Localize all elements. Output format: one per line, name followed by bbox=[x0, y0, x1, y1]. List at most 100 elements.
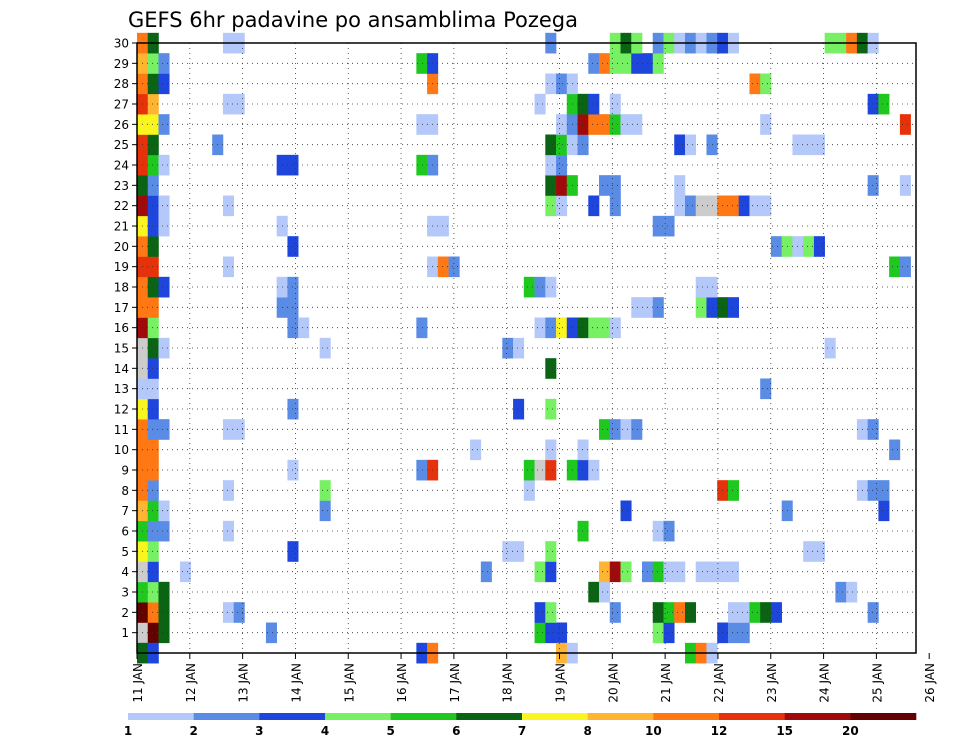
heatmap-cell bbox=[749, 195, 761, 217]
y-tick-label: 4 bbox=[121, 565, 129, 579]
heatmap-cell bbox=[588, 195, 600, 217]
colorbar-swatch bbox=[325, 713, 391, 720]
heatmap-cell bbox=[222, 93, 234, 115]
heatmap-cell bbox=[749, 602, 761, 623]
heatmap-cell bbox=[523, 276, 535, 298]
heatmap-cell bbox=[609, 561, 621, 583]
colorbar-swatch bbox=[719, 713, 785, 720]
heatmap-cell bbox=[803, 134, 815, 156]
heatmap-cell bbox=[674, 175, 686, 196]
y-tick-label: 27 bbox=[114, 98, 129, 112]
heatmap-cell bbox=[588, 114, 600, 135]
heatmap-cell bbox=[588, 459, 600, 481]
heatmap-cell bbox=[727, 480, 740, 501]
heatmap-cell bbox=[631, 297, 643, 318]
heatmap-cell bbox=[588, 53, 600, 74]
heatmap-cell bbox=[147, 154, 159, 176]
heatmap-cell bbox=[556, 154, 568, 176]
y-tick-label: 7 bbox=[121, 504, 129, 518]
heatmap-cell bbox=[158, 53, 170, 74]
heatmap-cell bbox=[652, 297, 664, 318]
colorbar-swatch bbox=[784, 713, 851, 720]
x-tick-label: 25 JAN bbox=[870, 663, 884, 703]
y-tick-label: 24 bbox=[114, 159, 129, 173]
heatmap-cell bbox=[599, 581, 611, 603]
heatmap-cell bbox=[577, 317, 589, 339]
heatmap-cell bbox=[545, 602, 557, 623]
heatmap-cell bbox=[663, 622, 675, 644]
x-tick-label: 21 JAN bbox=[659, 663, 673, 703]
x-tick-label: 22 JAN bbox=[712, 663, 726, 703]
heatmap-cell bbox=[513, 398, 525, 420]
colorbar-label: 10 bbox=[645, 724, 662, 738]
heatmap-cell bbox=[663, 215, 675, 237]
x-axis: 11 JAN 12 JAN 13 JAN 14 JAN 15 JAN 16 JAN 17 J… bbox=[131, 653, 937, 703]
heatmap-cell bbox=[233, 419, 245, 440]
heatmap-cell bbox=[158, 276, 170, 298]
heatmap-cell bbox=[158, 195, 170, 217]
heatmap-cell bbox=[813, 236, 825, 257]
heatmap-cell bbox=[663, 602, 675, 623]
x-tick-label: 18 JAN bbox=[501, 663, 515, 703]
heatmap-cell bbox=[147, 602, 159, 623]
y-tick-label: 29 bbox=[114, 57, 129, 71]
heatmap-cell bbox=[588, 581, 600, 603]
heatmap-cell bbox=[835, 581, 847, 603]
y-tick-label: 6 bbox=[121, 525, 129, 539]
heatmap-cell bbox=[599, 114, 611, 135]
heatmap-cell bbox=[147, 337, 159, 359]
heatmap-cell bbox=[534, 459, 546, 481]
y-tick-label: 23 bbox=[114, 179, 129, 193]
heatmap-cell bbox=[556, 195, 568, 217]
heatmap-cell bbox=[577, 459, 589, 481]
heatmap-cell bbox=[158, 581, 170, 603]
y-tick-label: 21 bbox=[114, 220, 129, 234]
y-tick-label: 19 bbox=[114, 260, 129, 274]
heatmap-cell bbox=[147, 419, 159, 440]
y-tick-label: 12 bbox=[114, 403, 129, 417]
heatmap-cell bbox=[523, 480, 535, 501]
heatmap-cell bbox=[545, 459, 557, 481]
x-tick-label: 23 JAN bbox=[765, 663, 779, 703]
heatmap-cell bbox=[867, 175, 879, 196]
heatmap-cell bbox=[437, 215, 449, 237]
heatmap-cell bbox=[738, 195, 750, 217]
heatmap-cell bbox=[545, 561, 557, 583]
heatmap-cell bbox=[545, 398, 557, 420]
heatmap-cell bbox=[158, 500, 170, 522]
heatmap-cell bbox=[147, 114, 159, 135]
heatmap-cell bbox=[523, 459, 535, 481]
heatmap-cell bbox=[803, 541, 815, 562]
heatmap-cell bbox=[534, 561, 546, 583]
heatmap-cell bbox=[867, 602, 879, 623]
heatmap-cell bbox=[556, 175, 568, 196]
heatmap-cell bbox=[545, 358, 557, 379]
heatmap-cell bbox=[674, 195, 686, 217]
heatmap-cell bbox=[727, 602, 740, 623]
heatmap-cell bbox=[727, 622, 740, 644]
colorbar-swatch bbox=[259, 713, 326, 720]
heatmap-cell bbox=[534, 622, 546, 644]
y-tick-label: 1 bbox=[121, 626, 129, 640]
y-tick-label: 16 bbox=[114, 321, 129, 335]
heatmap-cell bbox=[545, 276, 557, 298]
heatmap-cell bbox=[824, 337, 836, 359]
colorbar-swatch bbox=[390, 713, 457, 720]
heatmap-cell bbox=[158, 419, 170, 440]
heatmap-cell bbox=[222, 520, 234, 542]
colorbar: 1 2 3 4 5 6 7 8 10 12 15 20 bbox=[124, 713, 917, 738]
heatmap-cell bbox=[513, 541, 525, 562]
heatmap-cell bbox=[147, 561, 159, 583]
heatmap-cell bbox=[609, 114, 621, 135]
y-tick-label: 14 bbox=[114, 362, 129, 376]
heatmap-cell bbox=[545, 439, 557, 461]
heatmap-cell bbox=[147, 459, 159, 481]
heatmap-cell bbox=[620, 419, 632, 440]
colorbar-label: 1 bbox=[124, 724, 132, 738]
heatmap-cell bbox=[867, 480, 879, 501]
heatmap-cells bbox=[137, 32, 911, 664]
heatmap-cell bbox=[416, 154, 428, 176]
heatmap-cell bbox=[534, 276, 546, 298]
heatmap-cell bbox=[620, 500, 632, 522]
